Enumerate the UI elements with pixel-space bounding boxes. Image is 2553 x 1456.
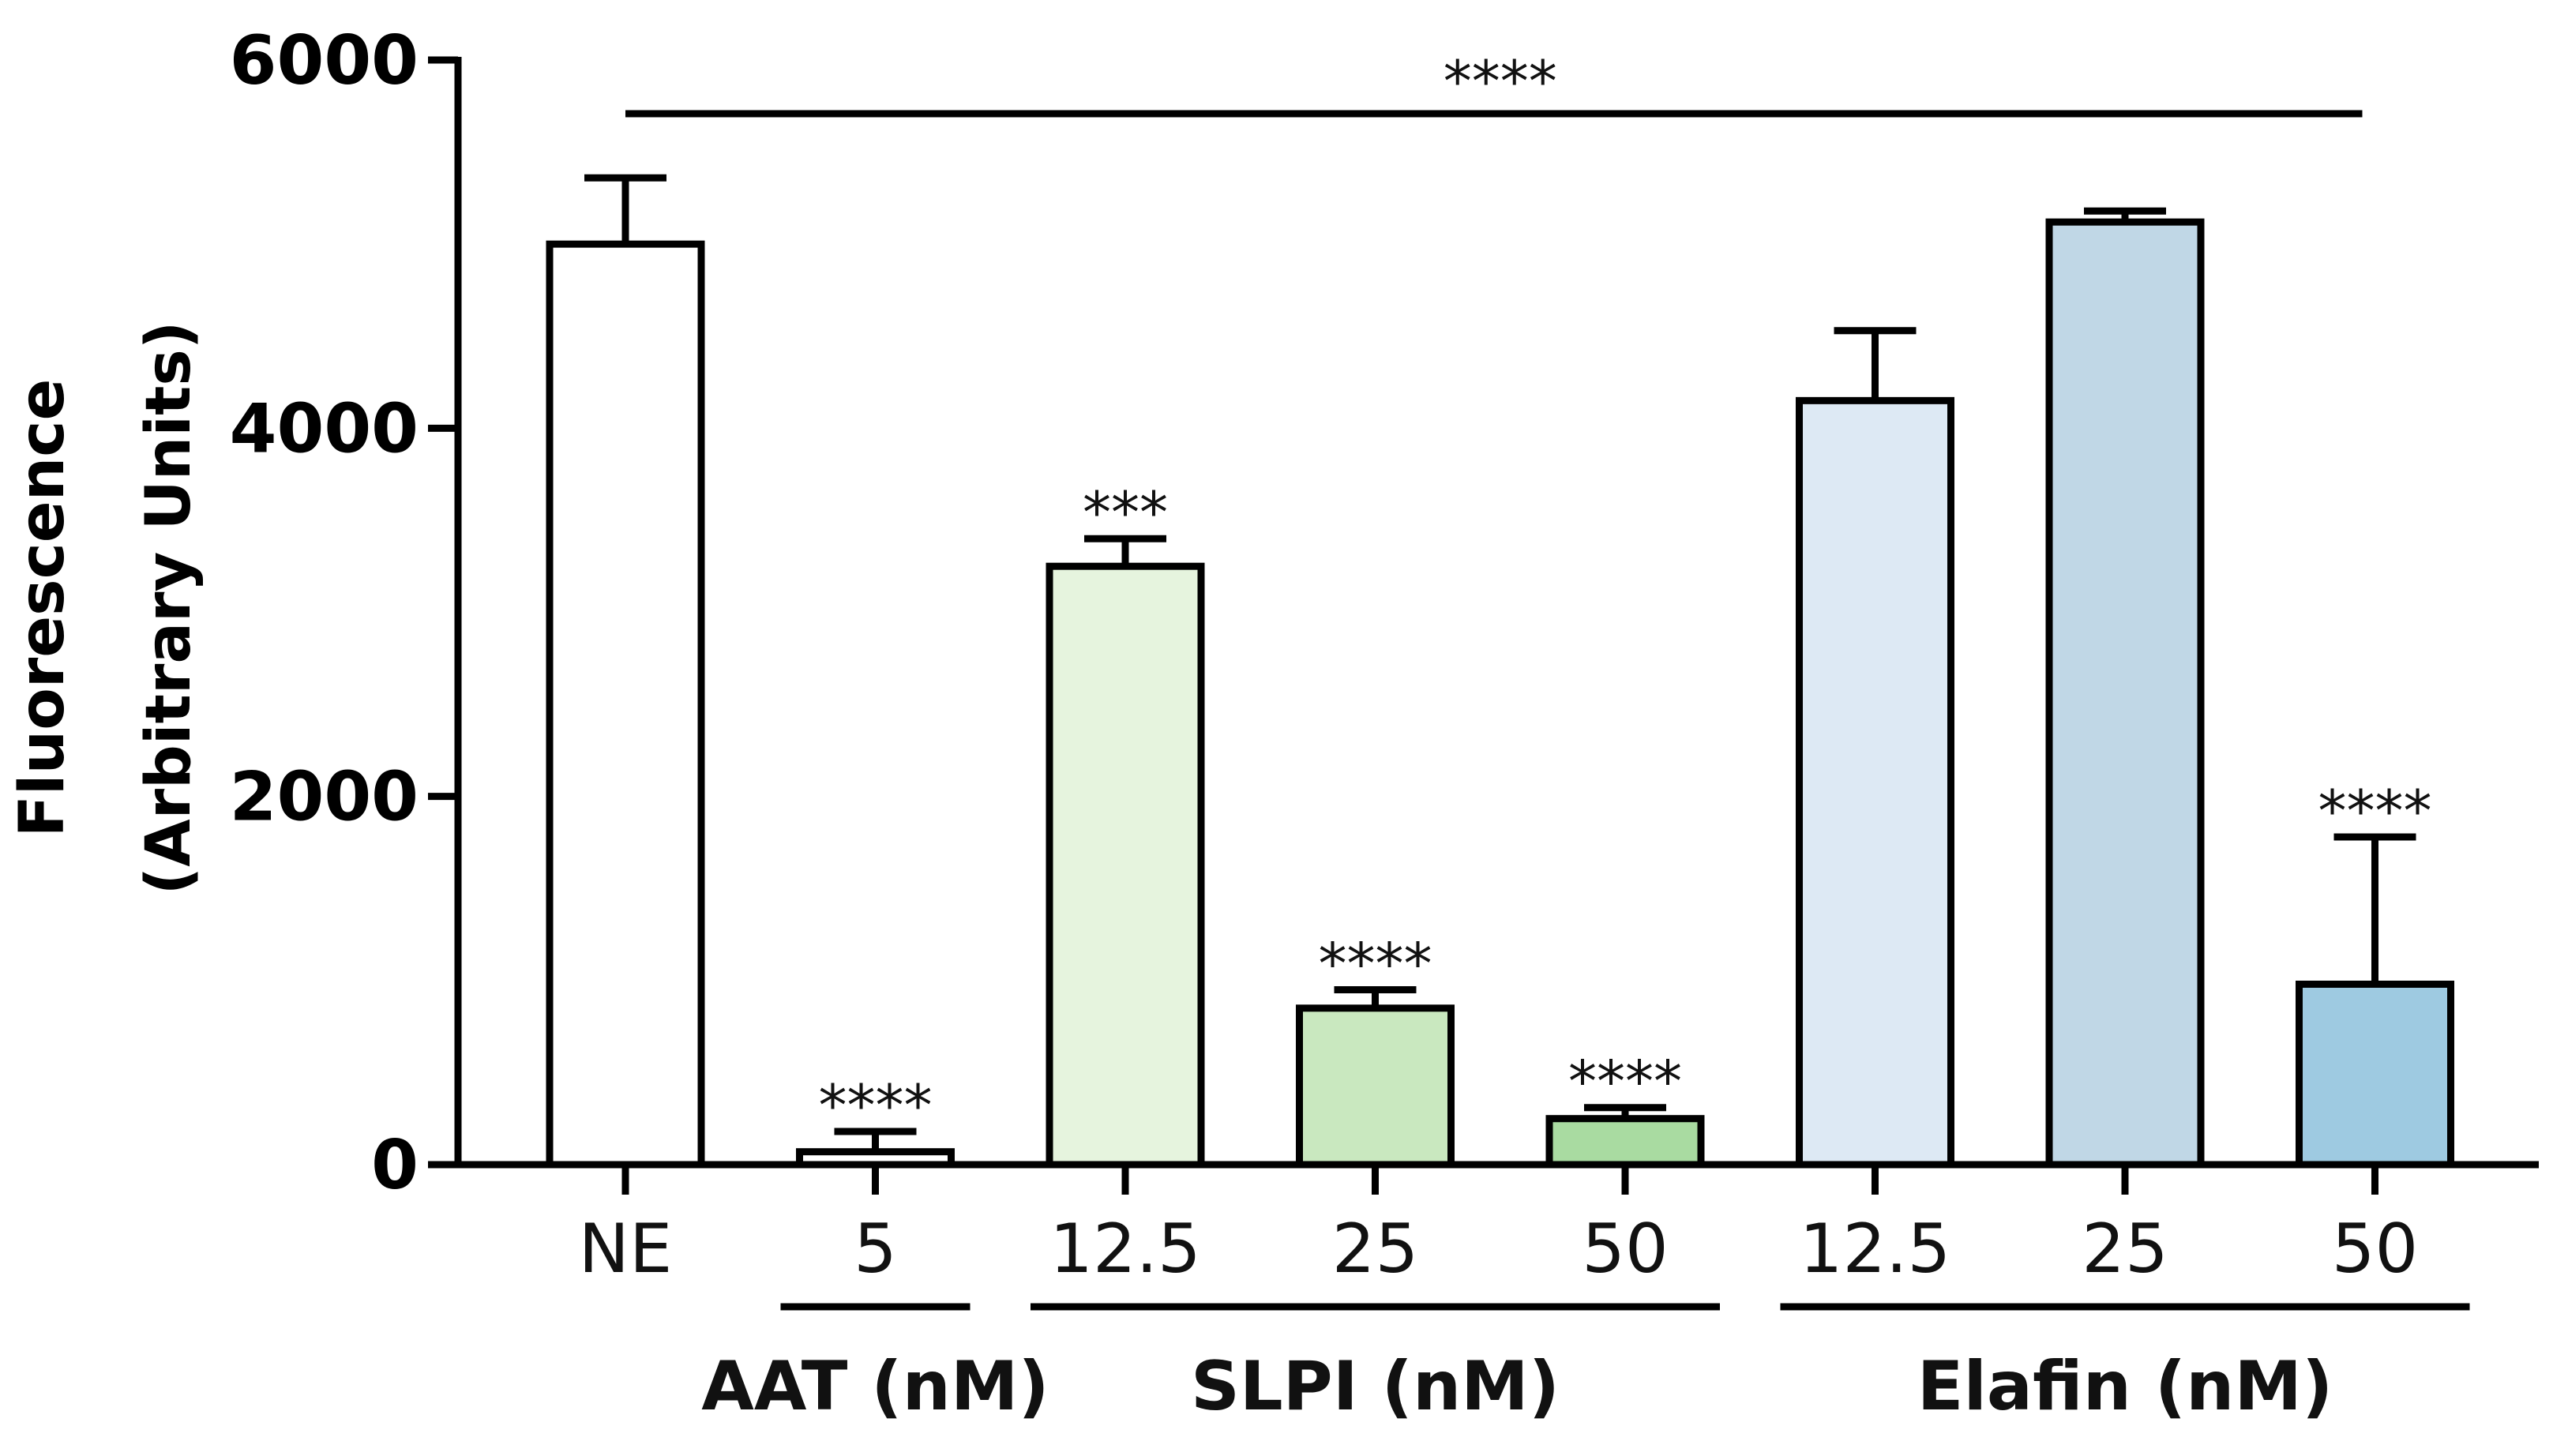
bar — [796, 1148, 955, 1169]
y-axis-label-line1: Fluorescence — [7, 379, 78, 838]
bar — [2045, 218, 2205, 1169]
significance-label: **** — [1568, 1049, 1682, 1115]
y-axis-label: Fluorescence (Arbitrary Units) — [7, 321, 205, 895]
significance-label: **** — [1319, 930, 1432, 996]
bar — [1545, 1115, 1705, 1169]
group-label: AAT (nM) — [701, 1347, 1049, 1426]
y-tick-label: 4000 — [230, 389, 419, 468]
x-tick-label: NE — [579, 1210, 673, 1289]
y-tick-label: 0 — [371, 1126, 419, 1205]
x-tick-label: 50 — [2332, 1210, 2418, 1289]
bar — [1796, 396, 1954, 1169]
group-brackets: AAT (nM) SLPI (nM) Elafin (nM) — [701, 1303, 2470, 1426]
y-tick-label: 2000 — [230, 758, 419, 837]
y-ticks: 0 2000 4000 6000 — [230, 21, 458, 1205]
significance-label: *** — [1083, 479, 1168, 546]
bar — [2296, 980, 2454, 1169]
x-tick-label: 12.5 — [1800, 1210, 1950, 1289]
x-tick-labels: NE 5 12.5 25 50 12.5 25 50 — [579, 1165, 2418, 1289]
x-tick-label: 12.5 — [1049, 1210, 1200, 1289]
significance-marks: *********************** — [625, 48, 2432, 1139]
x-tick-label: 25 — [1332, 1210, 1418, 1289]
bar — [1046, 562, 1205, 1169]
x-tick-label: 5 — [854, 1210, 897, 1289]
y-axis-label-line2: (Arbitrary Units) — [133, 321, 205, 895]
bar — [546, 240, 705, 1169]
bar — [1296, 1004, 1455, 1169]
bars — [546, 174, 2454, 1169]
group-label: SLPI (nM) — [1191, 1347, 1560, 1426]
significance-label: **** — [819, 1072, 933, 1139]
y-tick-label: 6000 — [230, 21, 419, 100]
group-label: Elafin (nM) — [1917, 1347, 2333, 1426]
x-tick-label: 50 — [1582, 1210, 1668, 1289]
axes — [454, 57, 2539, 1169]
significance-label: **** — [2318, 778, 2432, 844]
overall-significance-label: **** — [1444, 48, 1557, 114]
x-tick-label: 25 — [2082, 1210, 2168, 1289]
